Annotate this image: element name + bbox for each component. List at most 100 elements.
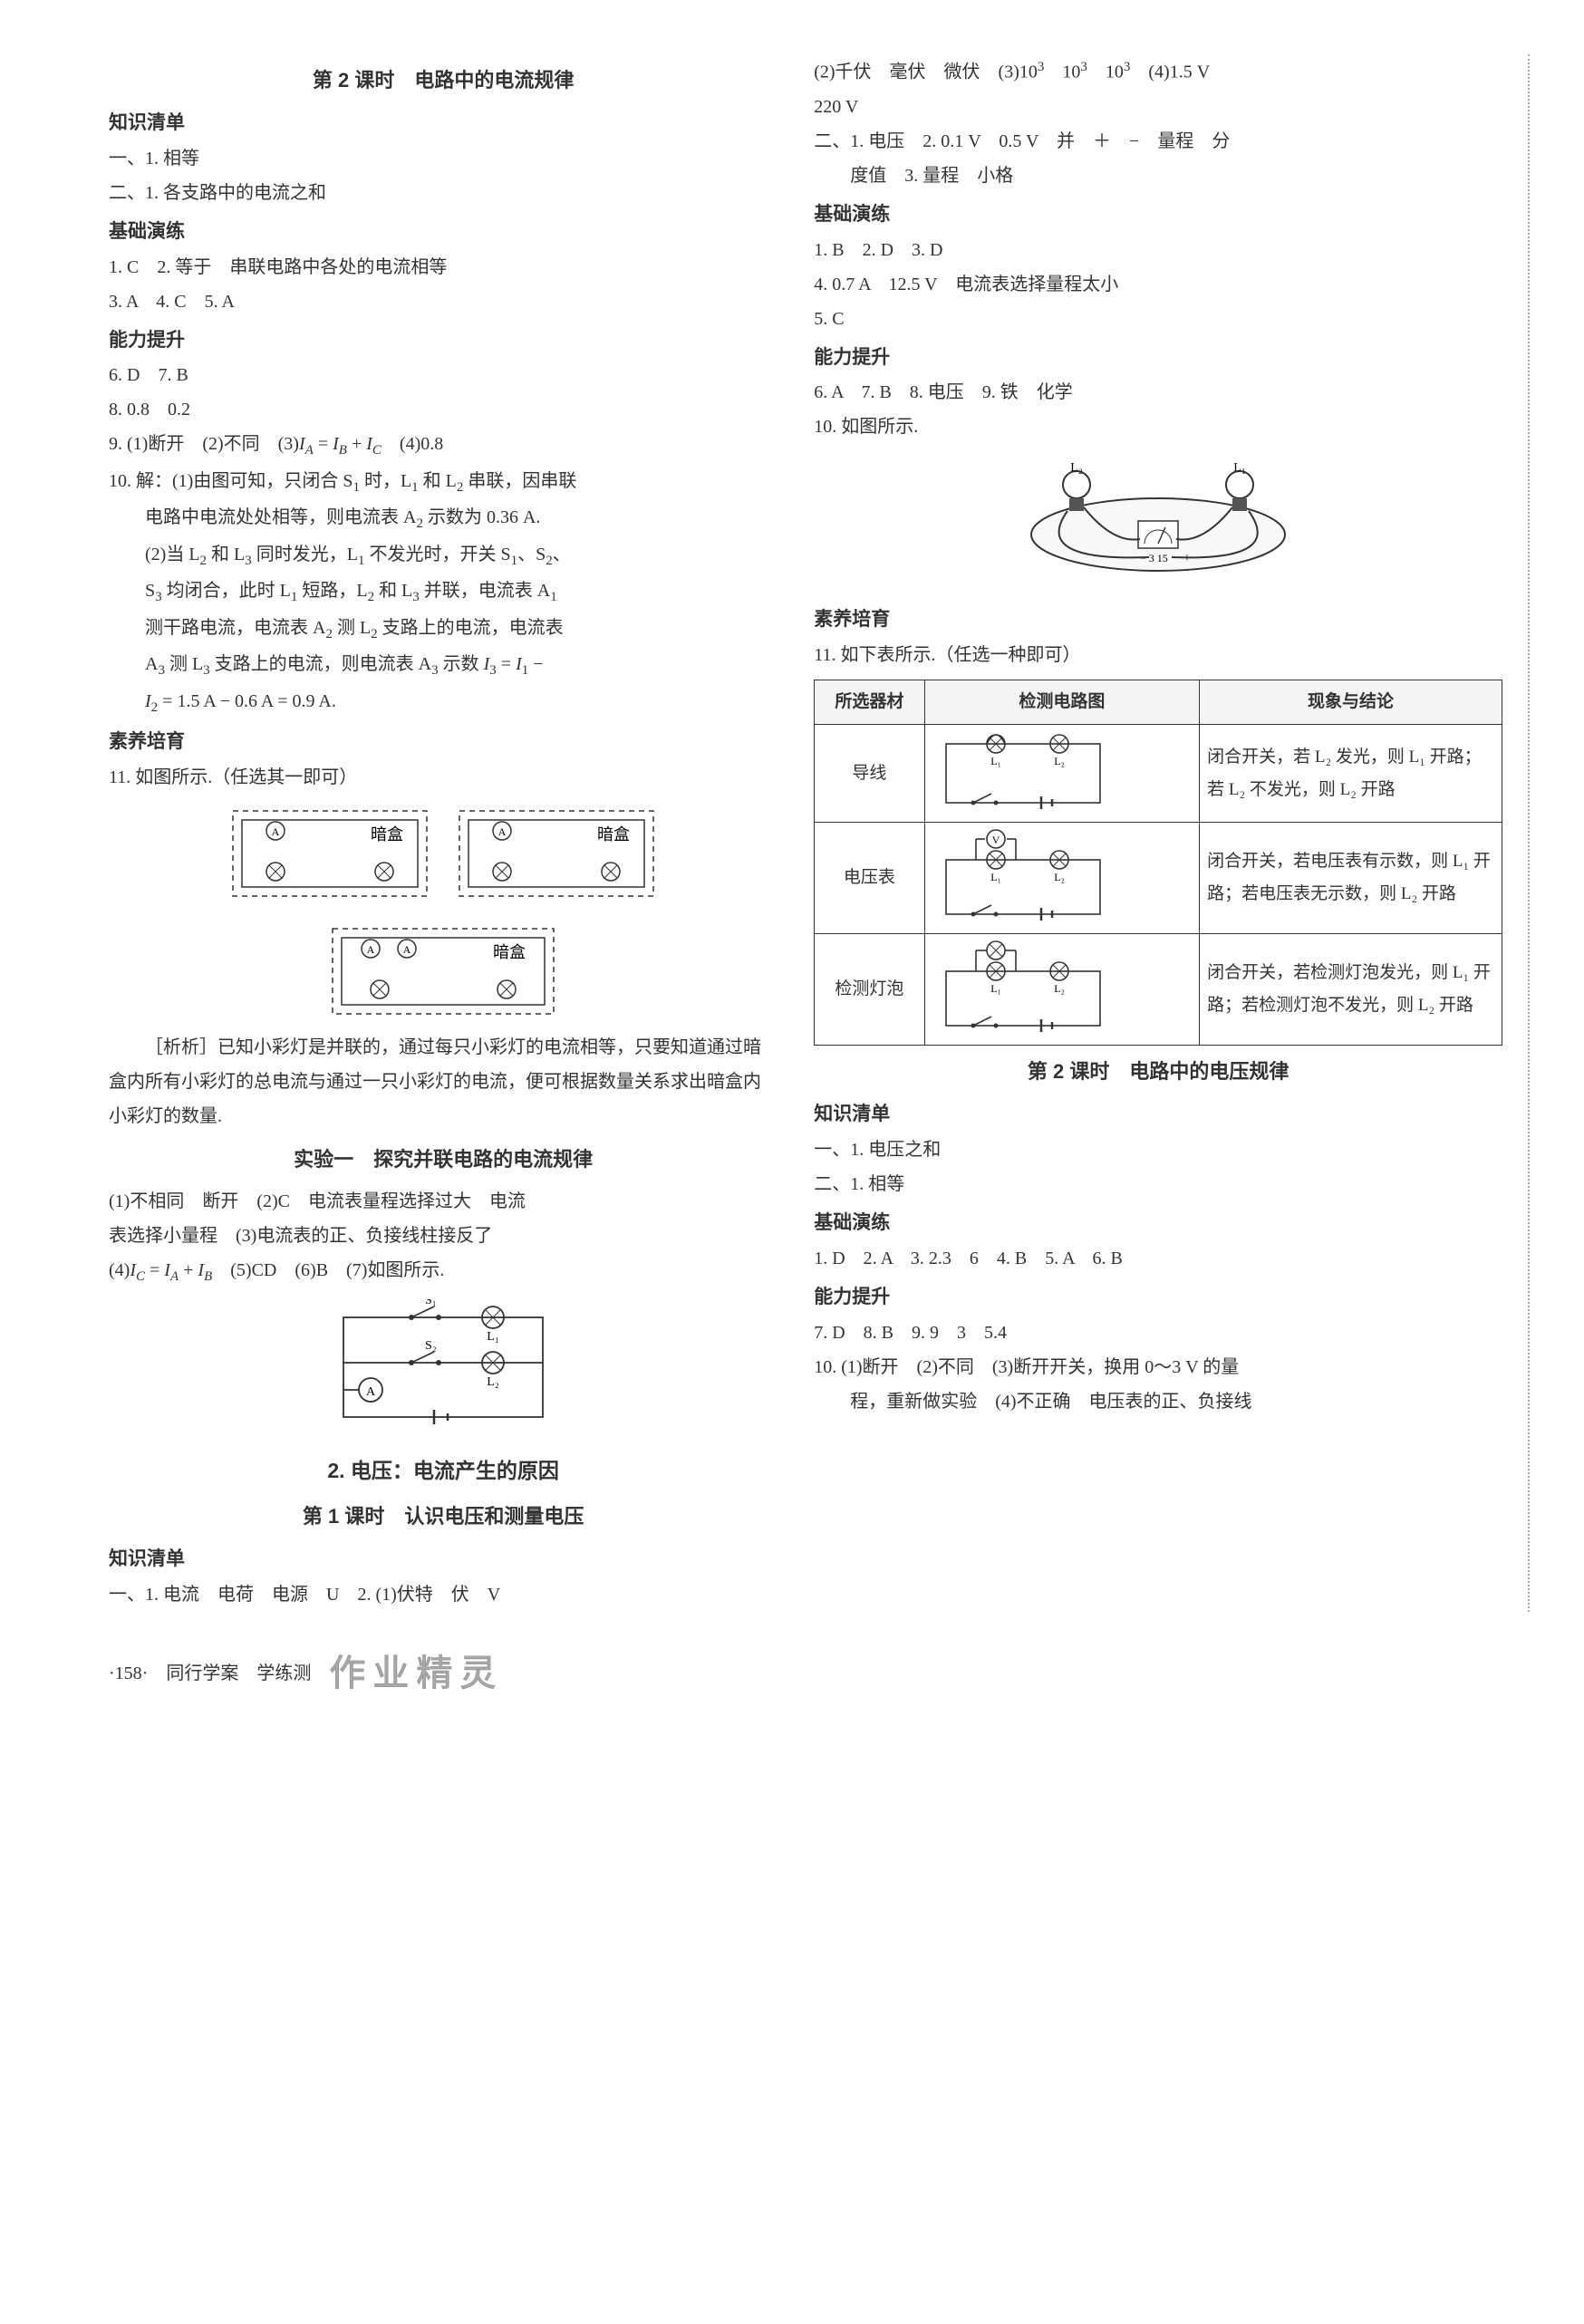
text: 时，L [360,471,411,491]
svg-text:L₂: L₂ [1070,461,1083,475]
text: 、 [553,545,571,564]
text: 10. 解：(1)由图可知，只闭合 S [109,471,353,491]
text: 支路上的电流，电流表 [378,618,564,638]
circuit-diagram: S₁ S₂ L₁ L₂ A [109,1290,778,1444]
answer-line: 二、1. 各支路中的电流之和 [109,176,778,210]
answer-line: 二、1. 相等 [814,1167,1502,1201]
text: 不发光时，开关 S [364,545,510,564]
lesson-title: 第 2 课时 电路中的电流规律 [109,62,778,100]
svg-text:L₂: L₂ [487,1375,499,1389]
table-cell-diagram: L₁ L₂ V [924,823,1200,934]
table-cell: 检测灯泡 [815,934,924,1046]
text: 9. (1)断开 (2)不同 (3) [109,434,299,454]
svg-text:L₁: L₁ [990,871,1001,883]
analysis-text: ［析析］已知小彩灯是并联的，通过每只小彩灯的电流相等，只要知道通过暗盒内所有小彩… [109,1030,778,1133]
answer-line: 程，重新做实验 (4)不正确 电压表的正、负接线 [814,1384,1502,1419]
answer-line: 7. D 8. B 9. 9 3 5.4 [814,1316,1502,1350]
page-number: ·158· [109,1656,148,1691]
lesson-title: 第 1 课时 认识电压和测量电压 [109,1498,778,1536]
answer-line: 二、1. 电压 2. 0.1 V 0.5 V 并 ＋ − 量程 分 [814,124,1502,159]
table-cell: 闭合开关，若 L₂ 发光，则 L₁ 开路；若 L₂ 不发光，则 L₂ 开路 [1200,725,1502,823]
text: 和 L [207,545,245,564]
answer-line: 11. 如下表所示.（任选一种即可） [814,638,1502,672]
circuit-diagram-icon: A A 暗盒 [325,921,561,1021]
answer-line: 1. D 2. A 3. 2.3 6 4. B 5. A 6. B [814,1241,1502,1276]
svg-text:L₂: L₂ [1054,755,1065,767]
circuit-diagram-icon: S₁ S₂ L₁ L₂ A [325,1299,561,1435]
table-row: 检测灯泡 L₁ L₂ 闭合开关，若检测灯泡发光，则 L₁ 开路；若检测灯泡不发光… [815,934,1502,1046]
circuit-diagram-row: A A 暗盒 [109,912,778,1030]
text: (4)0.8 [382,434,443,454]
box-label: 暗盒 [371,825,403,844]
section-heading: 基础演练 [814,1205,1502,1241]
table-cell: 闭合开关，若检测灯泡发光，则 L₁ 开路；若检测灯泡不发光，则 L₂ 开路 [1200,934,1502,1046]
table-cell-diagram: L₁ L₂ [924,725,1200,823]
answer-line: 6. A 7. B 8. 电压 9. 铁 化学 [814,375,1502,410]
answer-line: 8. 0.8 0.2 [109,392,778,427]
answer-line: 测干路电流，电流表 A2 测 L2 支路上的电流，电流表 [109,611,778,648]
table-cell: 导线 [815,725,924,823]
answer-line: S3 均闭合，此时 L1 短路，L2 和 L3 并联，电流表 A1 [109,574,778,611]
svg-text:A: A [366,1385,376,1399]
page-footer: ·158· 同行学案 学练测 作业精灵 [109,1639,1502,1708]
text: (4) [109,1260,130,1280]
svg-text:L₁: L₁ [487,1330,498,1344]
svg-text:A: A [272,825,280,838]
text: 测干路电流，电流表 A [145,618,325,638]
text: (2)千伏 毫伏 微伏 (3)10 [814,63,1038,82]
text: (5)CD (6)B (7)如图所示. [212,1260,444,1280]
answer-line: 9. (1)断开 (2)不同 (3)IA = IB + IC (4)0.8 [109,427,778,464]
text: 短路，L [297,581,367,601]
answer-line: (1)不相同 断开 (2)C 电流表量程选择过大 电流 [109,1184,778,1219]
answer-line: 5. C [814,302,1502,336]
circuit-icon: L₁ L₂ [932,940,1114,1039]
section-heading: 知识清单 [109,105,778,141]
text: 支路上的电流，则电流表 A [210,654,431,674]
apparatus-icon: L₂ L₁ − 3 15 + [1013,453,1303,589]
answer-line: 1. B 2. D 3. D [814,233,1502,267]
answer-line: 220 V [814,90,1502,124]
section-heading: 知识清单 [814,1096,1502,1133]
circuit-diagram-icon: A 暗盒 [452,804,661,903]
text: 并联，电流表 A [420,581,550,601]
text: S [145,581,155,601]
text: = 1.5 A − 0.6 A = 0.9 A. [158,691,336,711]
table-row: 电压表 L₁ L₂ V 闭合开关，若电压表有示数，则 L₁ 开路；若电压表无示数… [815,823,1502,934]
svg-text:L₁: L₁ [1233,461,1245,475]
answer-line: 表选择小量程 (3)电流表的正、负接线柱接反了 [109,1219,778,1253]
left-column: 第 2 课时 电路中的电流规律 知识清单 一、1. 相等 二、1. 各支路中的电… [109,54,778,1612]
answer-line: (2)千伏 毫伏 微伏 (3)103 103 103 (4)1.5 V [814,54,1502,90]
circuit-icon: L₁ L₂ [932,730,1114,816]
section-2-title: 2. 电压：电流产生的原因 [109,1451,778,1491]
answer-line: 10. (1)断开 (2)不同 (3)断开开关，换用 0～3 V 的量 [814,1350,1502,1384]
circuit-diagram-row: A 暗盒 A 暗盒 [109,795,778,912]
answer-line: I2 = 1.5 A − 0.6 A = 0.9 A. [109,684,778,721]
answer-line: (4)IC = IA + IB (5)CD (6)B (7)如图所示. [109,1253,778,1290]
text: 测 L [333,618,371,638]
svg-text:L₂: L₂ [1054,982,1065,995]
svg-text:+: + [1183,552,1191,565]
answer-line: 1. C 2. 等于 串联电路中各处的电流相等 [109,250,778,284]
answer-line: 3. A 4. C 5. A [109,284,778,319]
lesson-title: 第 2 课时 电路中的电压规律 [814,1053,1502,1091]
answer-line: 一、1. 电流 电荷 电源 U 2. (1)伏特 伏 V [109,1577,778,1612]
circuit-icon: L₁ L₂ V [932,828,1114,928]
section-heading: 能力提升 [814,1279,1502,1316]
answer-line: 11. 如图所示.（任选其一即可） [109,760,778,795]
section-heading: 素养培育 [109,724,778,760]
table-header: 检测电路图 [924,680,1200,725]
answer-line: A3 测 L3 支路上的电流，则电流表 A3 示数 I3 = I1 − [109,647,778,684]
text: (4)1.5 V [1130,63,1210,82]
table-header: 现象与结论 [1200,680,1502,725]
text: 测 L [165,654,203,674]
text: 10 [1044,63,1080,82]
text: 、S [517,545,546,564]
text: 和 L [419,471,457,491]
text: 示数为 0.36 A. [423,507,540,527]
experiment-title: 实验一 探究并联电路的电流规律 [109,1141,778,1179]
svg-text:A: A [403,943,411,956]
svg-text:S₁: S₁ [425,1299,437,1307]
table-cell: 闭合开关，若电压表有示数，则 L₁ 开路；若电压表无示数，则 L₂ 开路 [1200,823,1502,934]
section-heading: 素养培育 [814,602,1502,638]
svg-text:S₂: S₂ [425,1339,437,1353]
